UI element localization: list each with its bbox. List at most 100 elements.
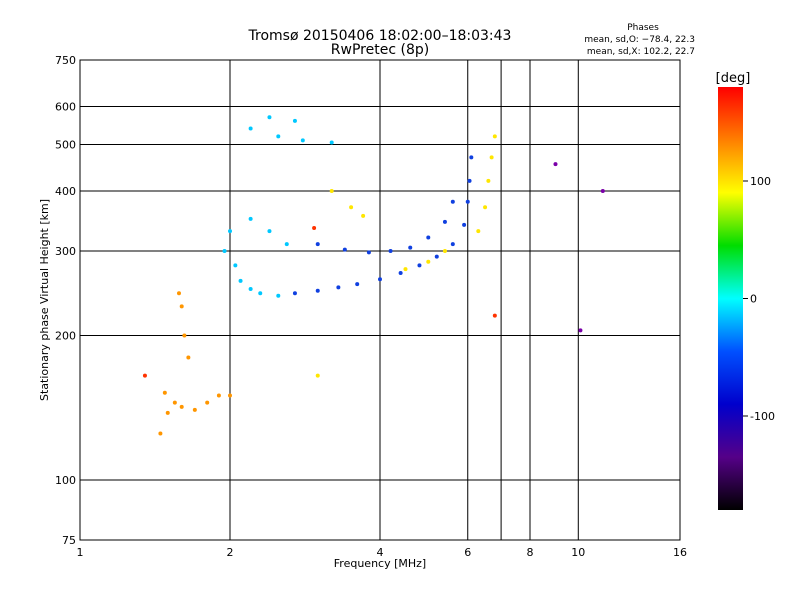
x-axis-label: Frequency [MHz] bbox=[334, 557, 426, 570]
data-point bbox=[165, 410, 170, 415]
data-point bbox=[578, 328, 583, 333]
data-point bbox=[228, 229, 232, 234]
x-tick-label: 16 bbox=[673, 546, 687, 559]
data-point bbox=[492, 313, 497, 318]
y-tick-label: 500 bbox=[55, 139, 76, 152]
data-point bbox=[192, 407, 197, 412]
data-point bbox=[600, 189, 605, 194]
colorbar-tick-label: -100 bbox=[750, 410, 775, 423]
data-point bbox=[228, 393, 232, 398]
y-tick-label: 400 bbox=[55, 185, 76, 198]
data-point bbox=[349, 205, 354, 210]
data-point bbox=[553, 162, 558, 167]
data-point bbox=[465, 199, 470, 204]
phases-x-line: mean, sd,X: 102.2, 22.7 bbox=[587, 47, 695, 57]
data-point bbox=[248, 126, 253, 131]
data-point bbox=[388, 249, 393, 254]
data-point bbox=[329, 189, 334, 194]
data-point bbox=[292, 118, 297, 123]
y-tick-label: 750 bbox=[55, 54, 76, 67]
y-tick-label: 100 bbox=[55, 474, 76, 487]
data-point bbox=[355, 282, 360, 287]
plot-area: 1 2 4 6 8 10 16 75 100 200 300 400 500 600 750 bbox=[55, 54, 687, 559]
data-point bbox=[469, 155, 474, 160]
data-points bbox=[142, 115, 605, 436]
data-point bbox=[361, 213, 366, 218]
x-tick-label: 4 bbox=[377, 546, 384, 559]
data-point bbox=[342, 247, 347, 252]
data-point bbox=[292, 291, 297, 296]
data-point bbox=[276, 293, 281, 298]
chart-title: Tromsø 20150406 18:02:00–18:03:43 bbox=[248, 28, 512, 44]
data-point bbox=[462, 222, 467, 227]
colorbar-label: [deg] bbox=[716, 71, 751, 86]
data-point bbox=[142, 373, 147, 378]
data-point bbox=[172, 400, 177, 405]
data-point bbox=[403, 267, 408, 272]
data-point bbox=[434, 254, 439, 259]
y-tick-label: 75 bbox=[62, 534, 76, 547]
data-point bbox=[248, 216, 253, 221]
data-point bbox=[182, 333, 187, 338]
data-point bbox=[329, 140, 334, 145]
data-point bbox=[186, 355, 191, 360]
data-point bbox=[442, 219, 447, 224]
data-point bbox=[233, 263, 238, 268]
data-point bbox=[315, 288, 320, 293]
data-point bbox=[315, 242, 320, 247]
data-point bbox=[489, 155, 494, 160]
y-tick-label: 600 bbox=[55, 101, 76, 114]
colorbar-tick-label: 100 bbox=[750, 175, 771, 188]
data-point bbox=[284, 242, 289, 247]
y-tick-label: 300 bbox=[55, 245, 76, 258]
data-point bbox=[176, 291, 181, 296]
data-point bbox=[398, 270, 403, 275]
data-point bbox=[300, 138, 305, 143]
data-point bbox=[267, 229, 272, 234]
colorbar-tick-label: 0 bbox=[750, 293, 757, 306]
data-point bbox=[216, 393, 221, 398]
data-point bbox=[248, 287, 253, 292]
data-point bbox=[276, 134, 281, 139]
data-point bbox=[258, 291, 263, 296]
x-tick-label: 1 bbox=[77, 546, 84, 559]
grid-lines bbox=[80, 60, 680, 540]
data-point bbox=[442, 249, 447, 254]
data-point bbox=[467, 178, 472, 183]
chart-subtitle: RwPretec (8p) bbox=[331, 42, 429, 58]
x-tick-label: 10 bbox=[571, 546, 585, 559]
data-point bbox=[492, 134, 497, 139]
phases-heading: Phases bbox=[627, 23, 659, 33]
colorbar-ticks: 100 0 -100 bbox=[743, 175, 775, 423]
data-point bbox=[315, 373, 320, 378]
axis-ticks: 1 2 4 6 8 10 16 75 100 200 300 400 500 600 750 bbox=[55, 54, 687, 559]
data-point bbox=[205, 400, 210, 405]
data-point bbox=[267, 115, 272, 120]
data-point bbox=[408, 245, 413, 250]
data-point bbox=[158, 431, 163, 436]
data-point bbox=[450, 199, 455, 204]
data-point bbox=[162, 390, 167, 395]
data-point bbox=[483, 205, 488, 210]
data-point bbox=[476, 229, 481, 234]
data-point bbox=[426, 235, 431, 240]
x-tick-label: 2 bbox=[227, 546, 234, 559]
data-point bbox=[179, 304, 184, 309]
colorbar: [deg] 100 0 -100 bbox=[716, 71, 775, 510]
data-point bbox=[426, 259, 431, 264]
colorbar-scale bbox=[718, 87, 743, 510]
data-point bbox=[336, 285, 341, 290]
data-point bbox=[222, 249, 227, 254]
data-point bbox=[486, 178, 491, 183]
phases-o-line: mean, sd,O: −78.4, 22.3 bbox=[584, 35, 695, 45]
data-point bbox=[312, 226, 317, 231]
data-point bbox=[238, 278, 243, 283]
data-point bbox=[378, 277, 382, 282]
data-point bbox=[179, 404, 184, 409]
y-tick-label: 200 bbox=[55, 330, 76, 343]
y-axis-label: Stationary phase Virtual Height [km] bbox=[38, 199, 51, 401]
data-point bbox=[450, 242, 455, 247]
x-tick-label: 6 bbox=[464, 546, 471, 559]
data-point bbox=[366, 250, 371, 255]
